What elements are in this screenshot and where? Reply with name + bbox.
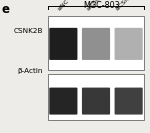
Text: e: e bbox=[2, 3, 9, 16]
Bar bbox=[48, 16, 144, 70]
Text: siCSNK2B-2: siCSNK2B-2 bbox=[114, 0, 144, 12]
Text: MGC-803: MGC-803 bbox=[83, 1, 119, 10]
FancyBboxPatch shape bbox=[115, 28, 143, 60]
FancyBboxPatch shape bbox=[49, 28, 77, 60]
FancyBboxPatch shape bbox=[115, 88, 143, 115]
FancyBboxPatch shape bbox=[49, 88, 77, 115]
Text: CSNK2B: CSNK2B bbox=[13, 28, 43, 34]
Text: siNC: siNC bbox=[57, 0, 71, 12]
Text: siCSNK2B-1: siCSNK2B-1 bbox=[86, 0, 115, 12]
Bar bbox=[48, 74, 144, 120]
Text: β-Actin: β-Actin bbox=[17, 68, 43, 74]
FancyBboxPatch shape bbox=[82, 28, 110, 60]
FancyBboxPatch shape bbox=[82, 88, 110, 115]
